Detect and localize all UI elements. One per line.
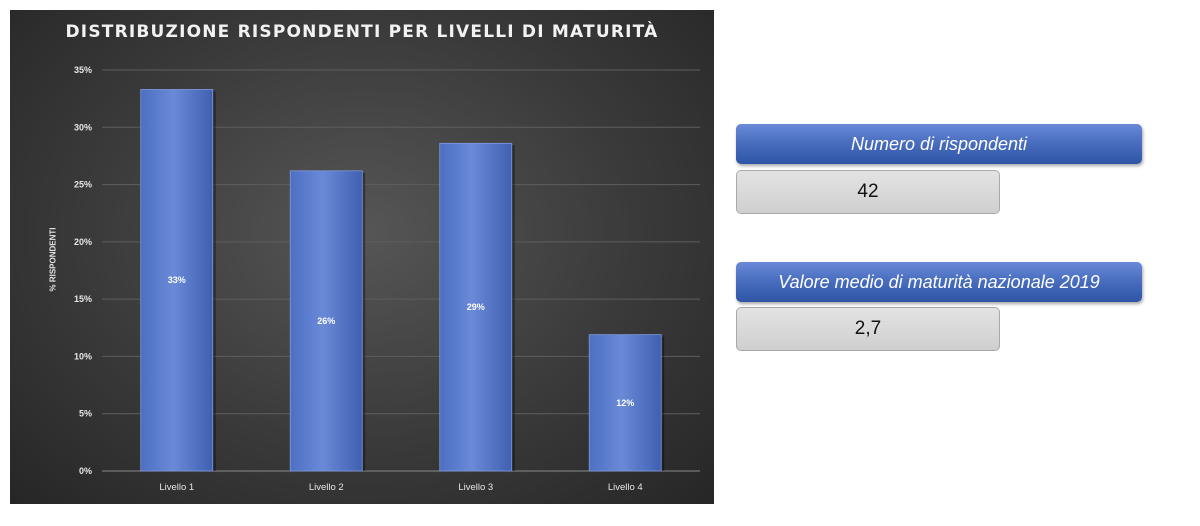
y-tick-label: 35% bbox=[74, 65, 92, 75]
respondents-value-box: 42 bbox=[736, 170, 1000, 214]
y-tick-label: 25% bbox=[74, 180, 92, 190]
chart-title: DISTRIBUZIONE RISPONDENTI PER LIVELLI DI… bbox=[65, 22, 659, 42]
y-tick-label: 10% bbox=[74, 351, 92, 361]
data-label: 26% bbox=[317, 316, 335, 326]
bar-livello-1 bbox=[140, 89, 214, 472]
y-tick-label: 5% bbox=[79, 409, 92, 419]
data-label: 33% bbox=[168, 275, 186, 285]
chart-panel: 0% 5% 10% 15% 20% 25% 30% 35% 33% Livello 1 26% Liv… bbox=[10, 10, 714, 504]
maturity-value: 2,7 bbox=[854, 318, 882, 339]
respondents-header: Numero di rispondenti bbox=[736, 124, 1142, 164]
x-tick-label: Livello 1 bbox=[159, 482, 194, 493]
data-label: 29% bbox=[467, 302, 485, 312]
respondents-value: 42 bbox=[857, 181, 879, 202]
respondents-label: Numero di rispondenti bbox=[850, 133, 1028, 154]
bar-livello-2 bbox=[289, 170, 363, 472]
y-tick-label: 30% bbox=[74, 122, 92, 132]
x-tick-label: Livello 2 bbox=[309, 482, 344, 493]
bar-livello-3 bbox=[439, 142, 513, 472]
y-tick-label: 20% bbox=[74, 237, 92, 247]
maturity-value-box: 2,7 bbox=[736, 307, 1000, 351]
x-tick-label: Livello 3 bbox=[458, 482, 493, 493]
maturity-header: Valore medio di maturità nazionale 2019 bbox=[736, 262, 1142, 302]
y-tick-label: 15% bbox=[74, 294, 92, 304]
bar-livello-4 bbox=[588, 334, 662, 472]
data-label: 12% bbox=[616, 398, 634, 408]
maturity-label: Valore medio di maturità nazionale 2019 bbox=[778, 271, 1100, 292]
y-axis-label: % RISPONDENTI bbox=[48, 227, 58, 292]
x-tick-label: Livello 4 bbox=[608, 482, 643, 493]
y-tick-label: 0% bbox=[79, 466, 92, 476]
bar-chart: 0% 5% 10% 15% 20% 25% 30% 35% 33% Livello 1 26% Liv… bbox=[74, 65, 700, 493]
